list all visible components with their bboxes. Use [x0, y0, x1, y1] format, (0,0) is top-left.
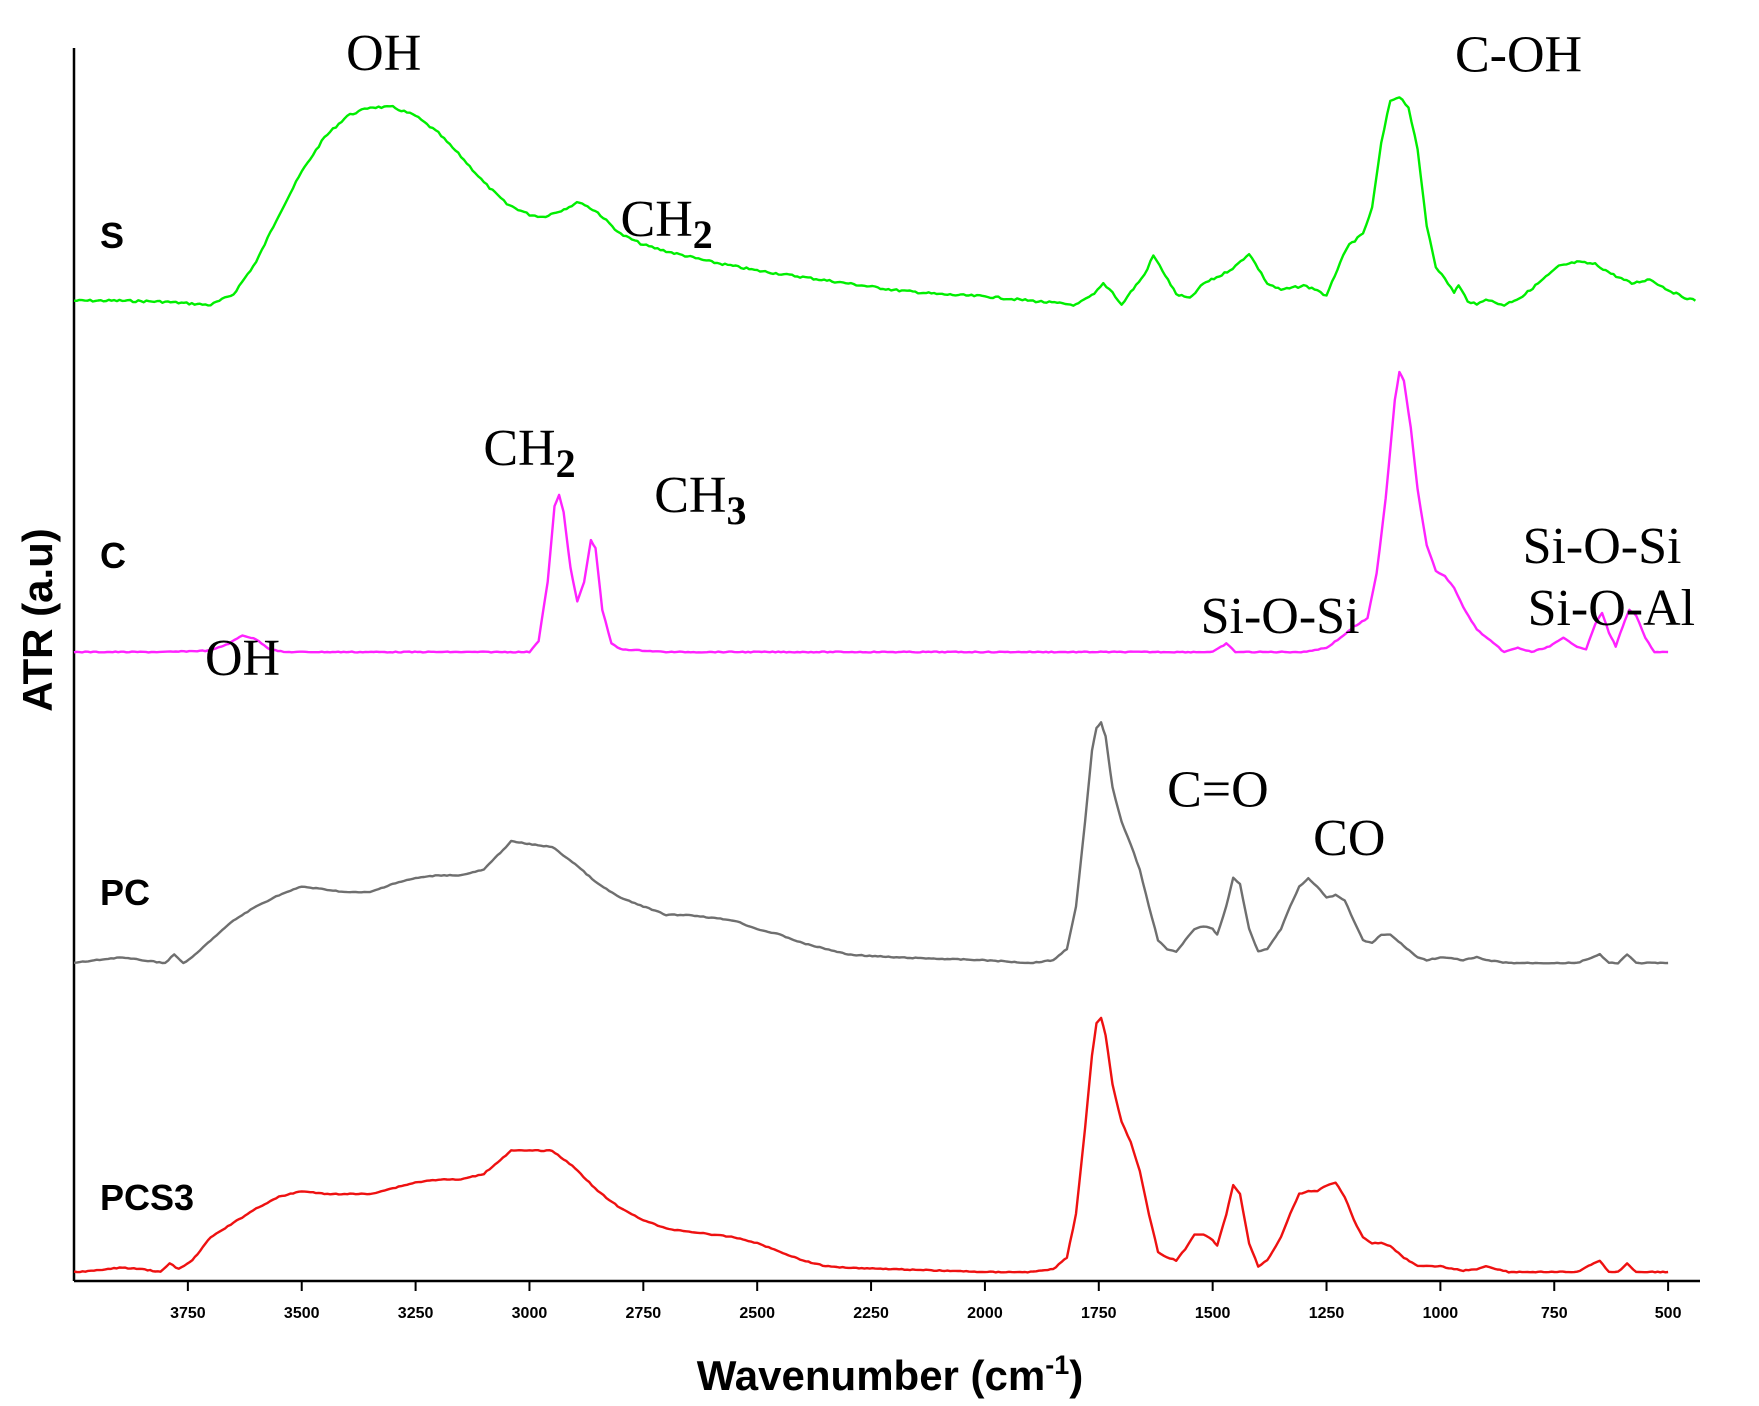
x-tick-label-1000: 1000 — [1423, 1305, 1459, 1322]
annotation-oh: OH — [205, 630, 280, 687]
x-axis-title-superscript: -1 — [1045, 1350, 1069, 1380]
spectra-curves — [73, 96, 1697, 1274]
series-line-c — [73, 370, 1669, 654]
series-line-pc — [73, 721, 1669, 965]
x-tick-label-1500: 1500 — [1195, 1305, 1231, 1322]
series-label-pc: PC — [100, 872, 150, 913]
series-label-c: C — [100, 535, 126, 576]
annotation-ch2: CH2 — [483, 420, 575, 486]
series-labels: S C PC PCS3 — [100, 215, 194, 1218]
x-tick-label-2500: 2500 — [739, 1305, 775, 1322]
annotation-si-o-al: Si-O-Al — [1528, 580, 1696, 637]
y-axis-title: ATR (a.u) — [14, 528, 61, 712]
annotation-si-o-si: Si-O-Si — [1201, 588, 1360, 645]
x-tick-label-3500: 3500 — [284, 1305, 320, 1322]
annotation-ch3: CH3 — [654, 467, 746, 533]
x-tick-label-750: 750 — [1541, 1305, 1568, 1322]
x-axis-ticks: 3750 3500 3250 3000 2750 2500 2250 2000 1750 1500… — [170, 1281, 1682, 1322]
peak-annotations: OHCH2C-OHSi-O-SiOHCH2CH3Si-O-SiSi-O-AlC=… — [205, 25, 1695, 867]
series-label-s: S — [100, 215, 124, 256]
x-tick-label-3000: 3000 — [512, 1305, 548, 1322]
x-tick-label-1750: 1750 — [1081, 1305, 1117, 1322]
x-tick-label-2250: 2250 — [853, 1305, 889, 1322]
annotation-oh: OH — [346, 25, 421, 82]
annotation-co: CO — [1313, 810, 1385, 867]
x-tick-label-2000: 2000 — [967, 1305, 1003, 1322]
axes — [72, 48, 1700, 1283]
x-tick-label-2750: 2750 — [626, 1305, 662, 1322]
x-axis-title-text: Wavenumber (cm — [697, 1352, 1046, 1399]
x-tick-label-500: 500 — [1655, 1305, 1682, 1322]
x-tick-label-3250: 3250 — [398, 1305, 434, 1322]
series-line-pcs3 — [73, 1016, 1669, 1274]
series-line-s — [73, 96, 1697, 307]
annotation-ch2: CH2 — [621, 191, 713, 257]
annotation-c-oh: C-OH — [1455, 26, 1582, 83]
annotation-c-o: C=O — [1167, 762, 1269, 819]
x-tick-label-3750: 3750 — [170, 1305, 206, 1322]
x-axis-title: Wavenumber (cm-1) — [697, 1350, 1084, 1399]
annotation-si-o-si: Si-O-Si — [1523, 518, 1682, 575]
x-tick-label-1250: 1250 — [1309, 1305, 1345, 1322]
series-label-pcs3: PCS3 — [100, 1177, 194, 1218]
x-axis-title-close: ) — [1069, 1352, 1083, 1399]
